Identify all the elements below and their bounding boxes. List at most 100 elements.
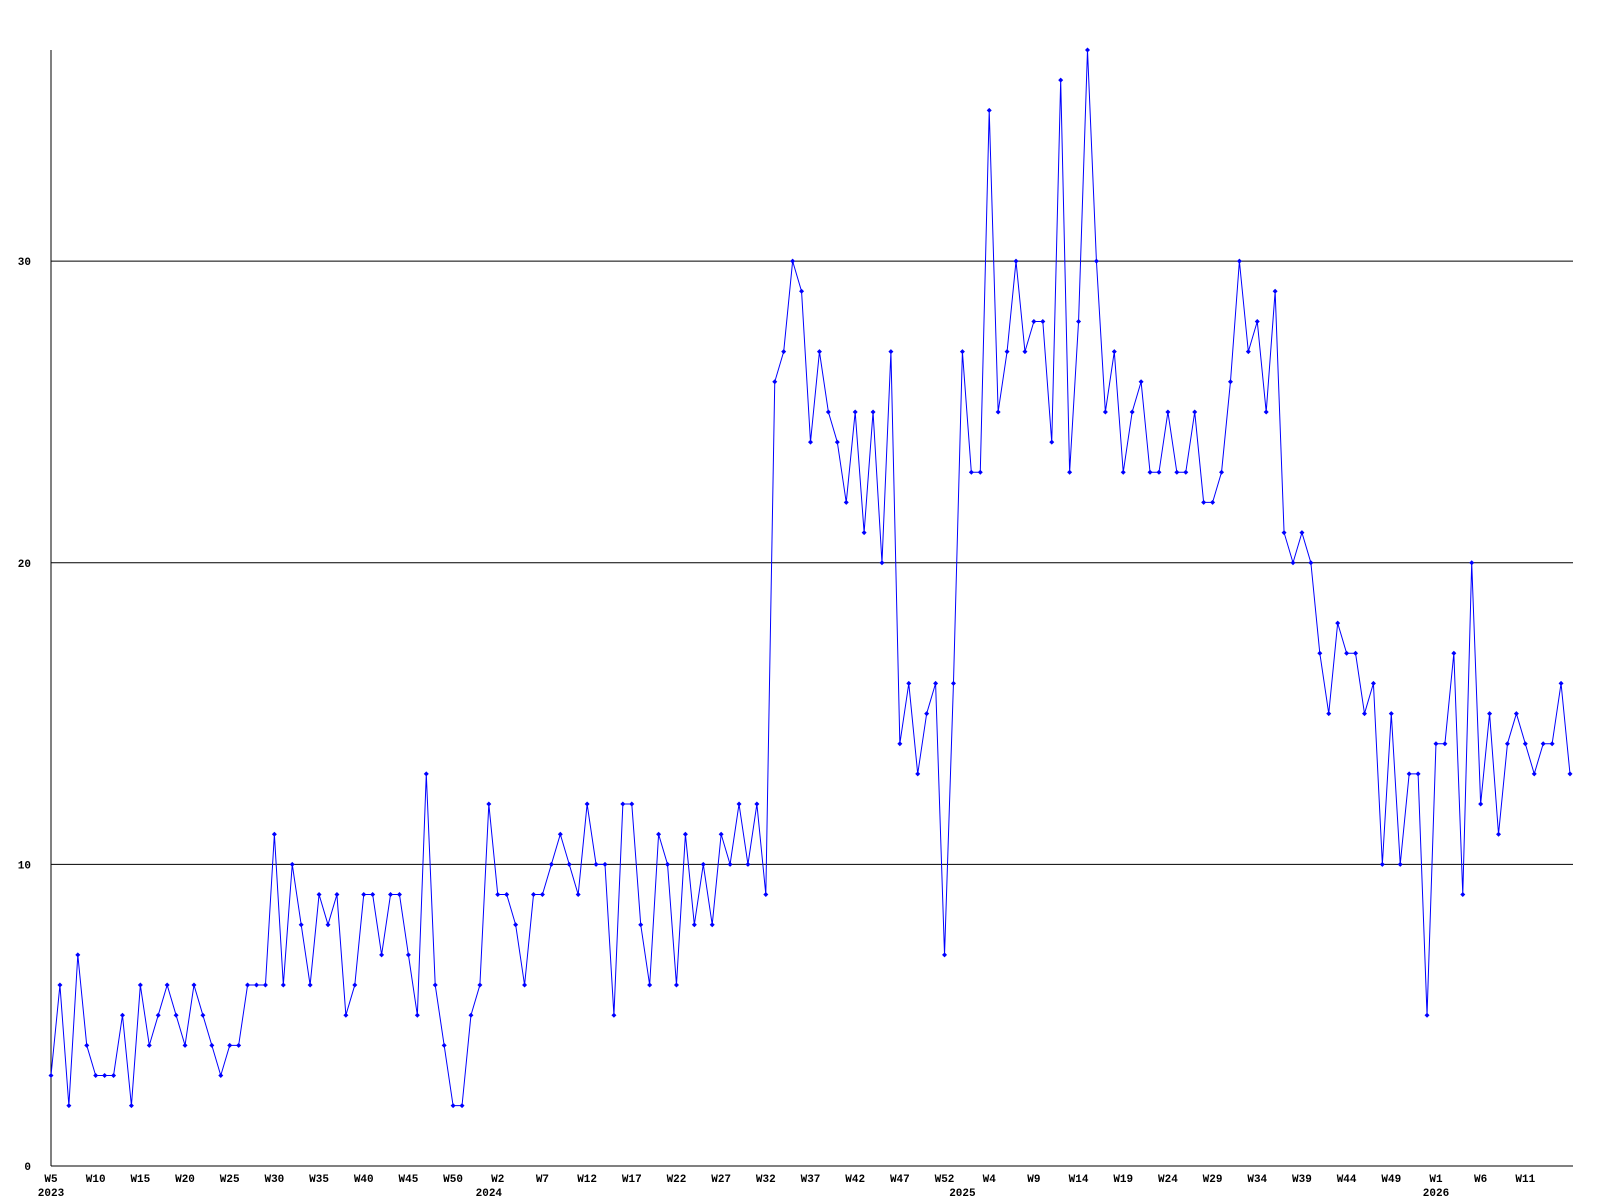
data-point — [1487, 711, 1493, 717]
year-label: 2024 — [476, 1188, 503, 1200]
data-point — [1361, 711, 1367, 717]
data-point — [334, 892, 340, 898]
data-point — [1147, 469, 1153, 475]
data-point — [1496, 831, 1502, 837]
y-tick-label: 30 — [18, 257, 31, 269]
data-point — [825, 409, 831, 415]
x-tick-label: W39 — [1292, 1174, 1312, 1186]
data-point — [245, 982, 251, 988]
data-point — [1031, 318, 1037, 324]
data-point — [1469, 560, 1475, 566]
data-point — [128, 1103, 134, 1109]
data-point — [182, 1042, 188, 1048]
data-point — [504, 892, 510, 898]
data-point — [468, 1012, 474, 1018]
data-point — [298, 922, 304, 928]
data-point — [986, 107, 992, 113]
data-point — [316, 892, 322, 898]
data-point — [1093, 258, 1099, 264]
data-point — [638, 922, 644, 928]
data-point — [1120, 469, 1126, 475]
data-point — [1379, 861, 1385, 867]
x-tick-label: W4 — [983, 1174, 997, 1186]
data-point — [1370, 680, 1376, 686]
y-tick-label: 0 — [24, 1162, 31, 1174]
data-point — [843, 499, 849, 505]
data-point — [790, 258, 796, 264]
data-point — [888, 349, 894, 355]
data-point — [933, 680, 939, 686]
data-point — [423, 771, 429, 777]
x-tick-label: W19 — [1113, 1174, 1133, 1186]
data-point — [1335, 620, 1341, 626]
data-point — [209, 1042, 215, 1048]
data-point — [1174, 469, 1180, 475]
data-point — [1183, 469, 1189, 475]
data-point — [870, 409, 876, 415]
data-point — [307, 982, 313, 988]
data-point — [531, 892, 537, 898]
x-tick-label: W9 — [1027, 1174, 1040, 1186]
data-point — [1442, 741, 1448, 747]
data-point — [745, 861, 751, 867]
data-point — [584, 801, 590, 807]
data-line — [50, 49, 1571, 1107]
data-point — [665, 861, 671, 867]
data-point — [75, 952, 81, 958]
data-point — [146, 1042, 152, 1048]
data-point — [218, 1073, 224, 1079]
x-tick-label: W20 — [175, 1174, 195, 1186]
x-tick-label: W7 — [536, 1174, 549, 1186]
data-point — [155, 1012, 161, 1018]
data-point — [1058, 77, 1064, 83]
y-tick-label: 20 — [18, 559, 31, 571]
data-point — [1227, 379, 1233, 385]
data-point — [227, 1042, 233, 1048]
data-point — [593, 861, 599, 867]
x-tick-label: W24 — [1158, 1174, 1178, 1186]
data-point — [1478, 801, 1484, 807]
data-point — [262, 982, 268, 988]
data-point — [977, 469, 983, 475]
x-tick-label: W29 — [1203, 1174, 1223, 1186]
data-point — [1254, 318, 1260, 324]
data-point — [254, 982, 260, 988]
data-point — [1531, 771, 1537, 777]
data-point — [1299, 530, 1305, 536]
x-tick-label: W14 — [1069, 1174, 1089, 1186]
data-point — [1040, 318, 1046, 324]
data-point — [959, 349, 965, 355]
data-point — [379, 952, 385, 958]
data-point — [1281, 530, 1287, 536]
x-tick-label: W5 — [44, 1174, 58, 1186]
data-point — [119, 1012, 125, 1018]
data-point — [763, 892, 769, 898]
x-tick-label: W15 — [130, 1174, 150, 1186]
data-point — [441, 1042, 447, 1048]
data-point — [495, 892, 501, 898]
data-point — [1004, 349, 1010, 355]
data-point — [1424, 1012, 1430, 1018]
data-point — [816, 349, 822, 355]
data-point — [432, 982, 438, 988]
data-point — [709, 922, 715, 928]
data-point — [1388, 711, 1394, 717]
data-point — [48, 1073, 54, 1079]
data-point — [1549, 741, 1555, 747]
data-point — [915, 771, 921, 777]
x-tick-label: W52 — [935, 1174, 955, 1186]
y-tick-label: 10 — [18, 860, 31, 872]
data-point — [1433, 741, 1439, 747]
data-point — [343, 1012, 349, 1018]
data-point — [102, 1073, 108, 1079]
data-point — [548, 861, 554, 867]
x-tick-label: W6 — [1474, 1174, 1487, 1186]
data-point — [673, 982, 679, 988]
x-tick-label: W40 — [354, 1174, 374, 1186]
data-point — [1156, 469, 1162, 475]
data-point — [754, 801, 760, 807]
x-tick-label: W1 — [1429, 1174, 1443, 1186]
data-point — [968, 469, 974, 475]
data-point — [1272, 288, 1278, 294]
